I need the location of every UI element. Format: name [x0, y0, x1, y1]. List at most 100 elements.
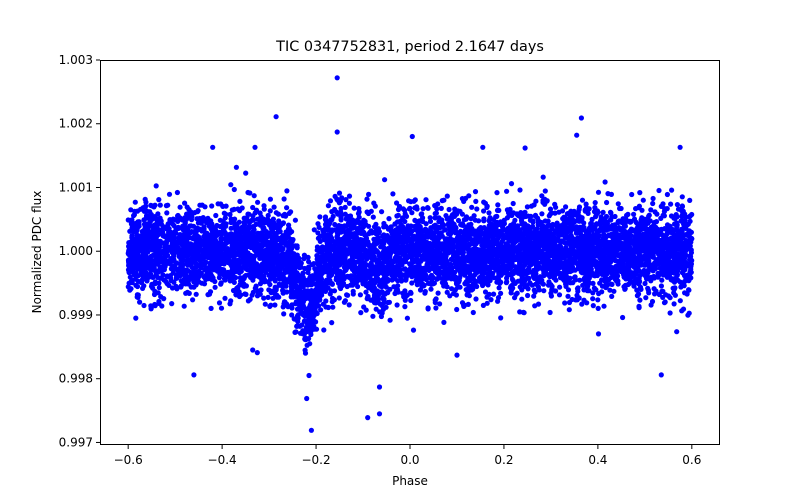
data-point — [400, 206, 406, 212]
data-point — [646, 212, 652, 218]
data-point — [409, 210, 415, 216]
data-point — [620, 314, 626, 321]
data-point — [186, 207, 192, 213]
data-point — [480, 302, 486, 308]
data-point — [221, 210, 227, 216]
data-point — [346, 200, 352, 206]
data-point — [229, 207, 235, 213]
data-point — [222, 215, 228, 221]
data-point — [510, 278, 516, 284]
data-point — [595, 209, 601, 215]
data-point — [317, 214, 323, 220]
data-point — [684, 231, 690, 237]
data-point — [254, 293, 261, 299]
data-point — [542, 188, 548, 194]
data-point — [563, 204, 569, 210]
data-point — [132, 199, 138, 205]
data-point — [237, 198, 243, 204]
data-point — [410, 327, 417, 333]
data-point — [668, 201, 674, 207]
data-point — [385, 299, 391, 306]
data-point — [196, 268, 202, 274]
data-point — [295, 312, 301, 318]
data-point — [625, 211, 631, 217]
data-point — [562, 300, 568, 306]
data-point — [189, 217, 195, 223]
data-point — [295, 318, 301, 325]
data-point — [358, 310, 364, 316]
data-point — [470, 286, 476, 292]
data-point — [306, 266, 312, 272]
data-point — [407, 205, 413, 211]
data-point — [545, 218, 551, 224]
data-point — [427, 265, 433, 271]
data-point — [227, 301, 233, 307]
data-point — [491, 291, 497, 297]
data-point — [472, 217, 478, 223]
data-point — [284, 188, 290, 194]
data-point — [165, 202, 171, 208]
data-point — [577, 277, 583, 283]
data-point — [618, 240, 624, 246]
data-point — [259, 268, 265, 274]
data-point — [650, 195, 656, 202]
data-point — [259, 261, 265, 268]
data-point — [425, 306, 431, 312]
data-point — [245, 298, 251, 304]
data-point — [336, 280, 342, 287]
data-point — [280, 290, 286, 296]
data-point — [493, 226, 499, 233]
data-point — [680, 306, 687, 312]
data-point — [129, 233, 135, 239]
data-point — [243, 272, 249, 279]
data-point — [336, 190, 343, 196]
data-point — [313, 326, 320, 332]
data-point — [197, 202, 203, 208]
data-point — [603, 284, 609, 291]
data-point — [294, 243, 300, 249]
data-point — [408, 297, 414, 304]
data-point — [412, 273, 418, 279]
data-point — [531, 202, 537, 208]
data-point — [547, 309, 553, 316]
data-point — [530, 219, 536, 225]
data-point — [357, 221, 363, 227]
data-point — [447, 293, 453, 299]
data-point — [601, 303, 607, 309]
data-point — [409, 280, 415, 286]
data-point — [133, 315, 139, 321]
data-point — [504, 207, 510, 213]
data-point — [669, 187, 675, 193]
data-point — [615, 218, 621, 224]
data-point — [181, 303, 187, 309]
data-point — [169, 301, 175, 307]
data-point — [311, 227, 317, 233]
data-point — [324, 224, 330, 230]
data-point — [194, 209, 201, 215]
data-point — [481, 208, 487, 214]
data-point — [227, 211, 233, 218]
data-point — [177, 204, 183, 210]
data-point — [484, 300, 490, 306]
data-point — [395, 283, 401, 289]
data-point — [615, 201, 621, 207]
data-point — [423, 197, 429, 203]
data-point — [486, 210, 492, 216]
data-point — [323, 304, 329, 310]
data-point — [209, 203, 215, 209]
data-point — [300, 270, 306, 276]
data-point — [504, 229, 510, 235]
data-point — [494, 190, 500, 196]
data-point — [590, 303, 596, 309]
data-point — [390, 191, 396, 197]
data-point — [532, 303, 538, 309]
data-point — [432, 215, 438, 221]
data-point — [659, 277, 665, 283]
data-point — [329, 320, 335, 326]
data-point — [265, 212, 271, 219]
data-point — [417, 287, 424, 293]
data-point — [356, 214, 362, 220]
data-point — [435, 201, 441, 207]
data-point — [455, 217, 462, 224]
data-point — [503, 234, 509, 240]
